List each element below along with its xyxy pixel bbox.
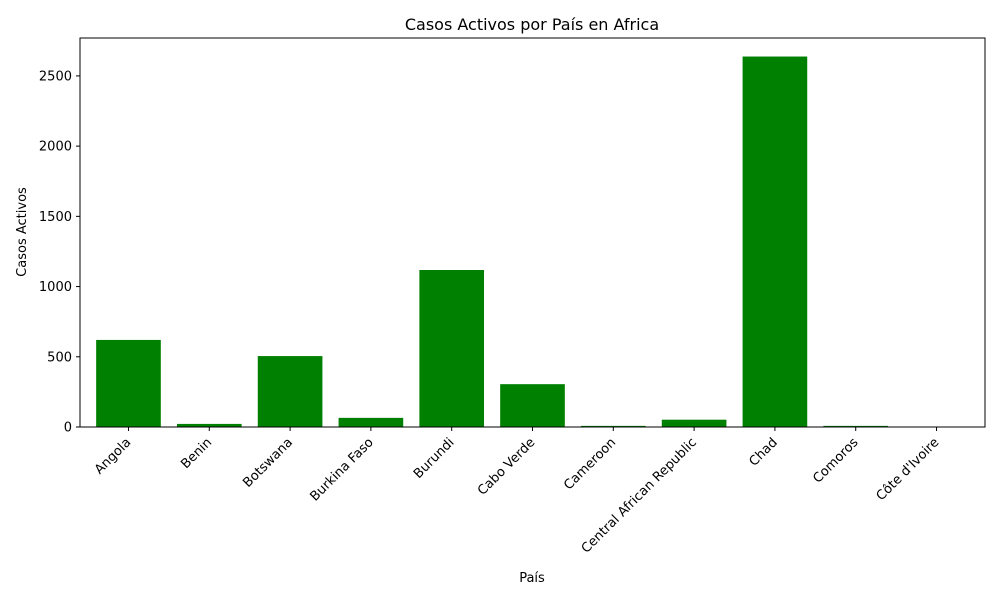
y-tick-label: 2000	[39, 140, 72, 155]
bar-angola	[96, 339, 161, 427]
x-tick-label: Cameroon	[561, 435, 619, 493]
y-tick-label: 1000	[39, 280, 72, 295]
y-axis-title: Casos Activos	[15, 187, 30, 277]
bar-central-african-republic	[661, 419, 727, 427]
bar-benin	[176, 423, 242, 427]
x-tick-label: Angola	[92, 435, 134, 477]
y-tick-label: 500	[47, 350, 72, 365]
bar-burundi	[419, 269, 485, 427]
x-tick-label: Chad	[746, 435, 780, 469]
x-tick-label: Comoros	[810, 435, 861, 486]
bar-burkina-faso	[338, 417, 404, 427]
bars-group	[96, 56, 889, 428]
bar-chad	[742, 56, 808, 428]
x-axis-title: País	[519, 571, 545, 586]
x-tick-label: Botswana	[240, 435, 296, 491]
x-tick-label: Côte d'Ivoire	[874, 435, 943, 504]
x-tick-label: Benin	[178, 435, 215, 472]
bar-botswana	[257, 356, 323, 427]
y-tick-label: 0	[64, 421, 72, 436]
chart-title: Casos Activos por País en Africa	[405, 15, 659, 34]
y-axis: 0 500 1000 1500 2000 2500	[39, 69, 80, 436]
bar-cabo-verde	[500, 384, 565, 427]
plot-frame	[79, 37, 986, 428]
x-tick-label: Burkina Faso	[307, 435, 376, 504]
y-tick-label: 1500	[39, 210, 72, 225]
x-tick-label: Cabo Verde	[475, 435, 538, 498]
x-axis: Angola Benin Botswana Burkina Faso Burundi Ca…	[92, 427, 942, 556]
bar-comoros	[823, 425, 889, 427]
x-tick-label: Burundi	[411, 435, 458, 482]
y-tick-label: 2500	[39, 69, 72, 84]
bar-cameroon	[580, 425, 646, 427]
